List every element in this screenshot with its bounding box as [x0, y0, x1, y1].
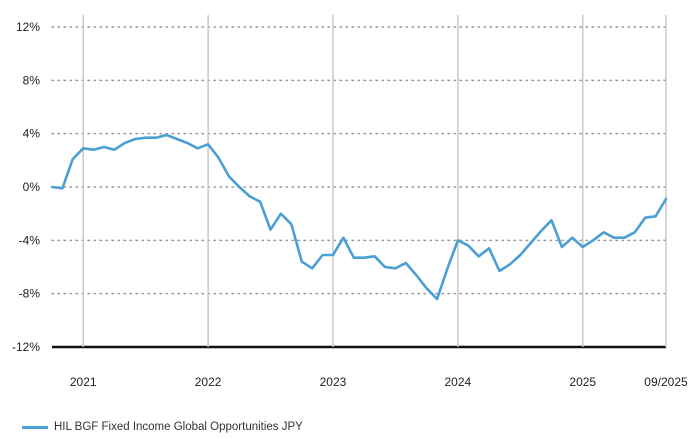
x-tick-label: 2024 — [445, 375, 472, 389]
y-tick-label: -12% — [12, 340, 40, 354]
y-axis-ticks: 12% 8% 4% 0% -4% -8% -12% — [12, 20, 40, 354]
legend: HIL BGF Fixed Income Global Opportunitie… — [22, 421, 303, 433]
series-line — [50, 133, 668, 301]
y-tick-label: 4% — [23, 127, 41, 141]
x-tick-label: 2021 — [70, 375, 97, 389]
grid-layer — [51, 15, 667, 349]
x-tick-label: 09/2025 — [644, 375, 688, 389]
y-tick-label: -8% — [19, 287, 41, 301]
line-chart: 12% 8% 4% 0% -4% -8% -12% 2021 2022 2023 2024 2025… — [12, 15, 688, 389]
y-tick-label: 0% — [23, 180, 41, 194]
legend-swatch — [22, 425, 48, 429]
y-tick-label: 12% — [16, 20, 40, 34]
x-axis-ticks: 2021 2022 2023 2024 2025 09/2025 — [70, 375, 688, 389]
legend-label: HIL BGF Fixed Income Global Opportunitie… — [54, 421, 303, 433]
y-tick-label: 8% — [23, 73, 41, 87]
y-tick-label: -4% — [19, 233, 41, 247]
x-tick-label: 2025 — [569, 375, 596, 389]
x-tick-label: 2022 — [195, 375, 222, 389]
series-layer — [50, 133, 668, 301]
x-tick-label: 2023 — [320, 375, 347, 389]
